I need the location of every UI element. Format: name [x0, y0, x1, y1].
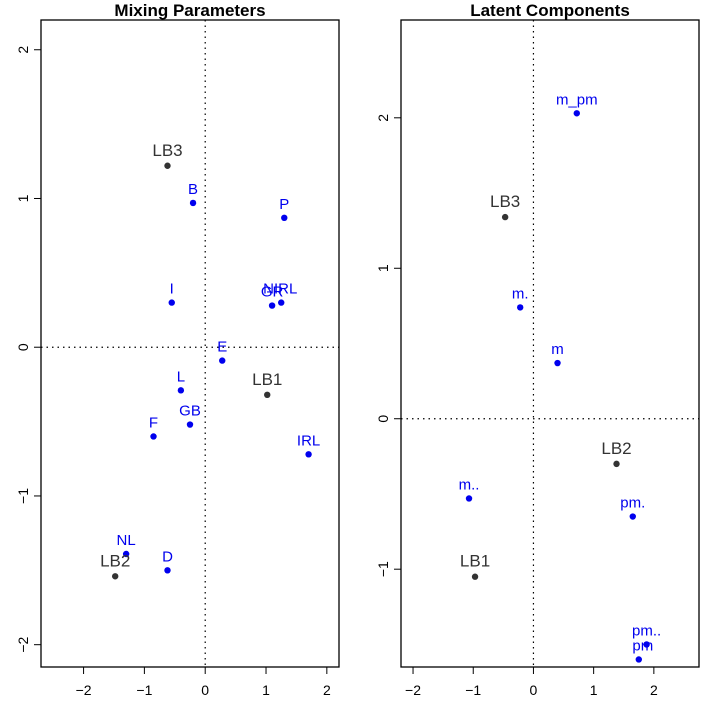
- point-label: pm.: [620, 495, 645, 512]
- point-label: B: [188, 181, 198, 198]
- data-point: [629, 513, 636, 520]
- point-label: NL: [117, 532, 136, 549]
- x-tick-label: 2: [323, 682, 331, 698]
- point-label: m.: [512, 285, 529, 302]
- point-label: LB3: [490, 192, 520, 211]
- x-tick-label: −2: [405, 682, 421, 698]
- x-tick-label: 0: [530, 682, 538, 698]
- point-label: NIRL: [263, 281, 297, 298]
- data-point: [613, 460, 620, 468]
- point-label: L: [177, 368, 185, 385]
- data-point: [268, 302, 276, 309]
- y-tick-label: 1: [15, 194, 31, 202]
- chart-title: Mixing Parameters: [114, 1, 265, 20]
- point-label: GB: [179, 403, 201, 420]
- data-point: [465, 495, 473, 502]
- point-label: I: [170, 281, 174, 298]
- point-label: LB2: [100, 551, 130, 570]
- data-point: [189, 199, 197, 207]
- x-tick-label: 2: [650, 682, 658, 698]
- data-point: [219, 357, 226, 364]
- plot-frame: [40, 19, 340, 668]
- data-point: [164, 567, 171, 574]
- data-point: [471, 573, 479, 580]
- y-tick-label: −2: [15, 636, 31, 652]
- point-label: m..: [459, 476, 480, 493]
- point-label: E: [217, 339, 227, 356]
- data-point: [150, 433, 157, 440]
- point-label: F: [149, 414, 158, 431]
- data-point: [281, 214, 288, 222]
- data-point: [635, 656, 642, 663]
- data-point: [264, 391, 271, 399]
- y-tick-label: 1: [375, 264, 391, 272]
- x-tick-label: −1: [136, 682, 152, 698]
- x-tick-label: 0: [201, 682, 209, 698]
- data-point: [643, 641, 650, 648]
- data-point: [278, 299, 285, 306]
- data-point: [111, 573, 119, 580]
- point-label: LB2: [601, 439, 631, 458]
- y-tick-label: 0: [375, 415, 391, 423]
- x-tick-label: −1: [465, 682, 481, 698]
- point-label: pm: [632, 637, 653, 654]
- point-label: LB3: [152, 141, 182, 160]
- data-point: [554, 359, 561, 367]
- point-label: IRL: [297, 432, 320, 449]
- y-tick-label: 2: [375, 114, 391, 122]
- point-label: D: [162, 548, 173, 565]
- data-point: [305, 451, 312, 458]
- chart-title: Latent Components: [470, 1, 630, 20]
- data-point: [168, 299, 175, 306]
- point-label: LB1: [460, 552, 490, 571]
- y-tick-label: −1: [375, 561, 391, 577]
- data-point: [122, 550, 130, 558]
- data-point: [177, 387, 185, 394]
- data-point: [517, 304, 524, 311]
- data-point: [186, 421, 194, 428]
- y-tick-label: 2: [15, 46, 31, 54]
- x-tick-label: 1: [590, 682, 598, 698]
- plot-frame: [400, 19, 700, 668]
- latent-components-panel: Latent Components −2 −1 0 1 2 −1 0 1 2 m_pm m. m m.. p…: [375, 1, 700, 698]
- data-point: [164, 162, 171, 169]
- x-tick-label: 1: [262, 682, 270, 698]
- y-tick-label: 0: [15, 343, 31, 351]
- data-point: [501, 213, 509, 221]
- point-label: GR: [261, 284, 284, 301]
- point-label: m: [551, 341, 564, 358]
- y-tick-label: −1: [15, 488, 31, 504]
- mixing-parameters-panel: Mixing Parameters −2 −1 0 1 2 −2 −1 0 1 2 B P I GRNIRL…: [15, 1, 340, 698]
- point-label: m_pm: [556, 91, 598, 108]
- x-tick-label: −2: [76, 682, 92, 698]
- point-label: pm..: [632, 622, 661, 639]
- point-label: LB1: [252, 370, 282, 389]
- point-label: P: [279, 196, 289, 213]
- data-point: [573, 110, 580, 117]
